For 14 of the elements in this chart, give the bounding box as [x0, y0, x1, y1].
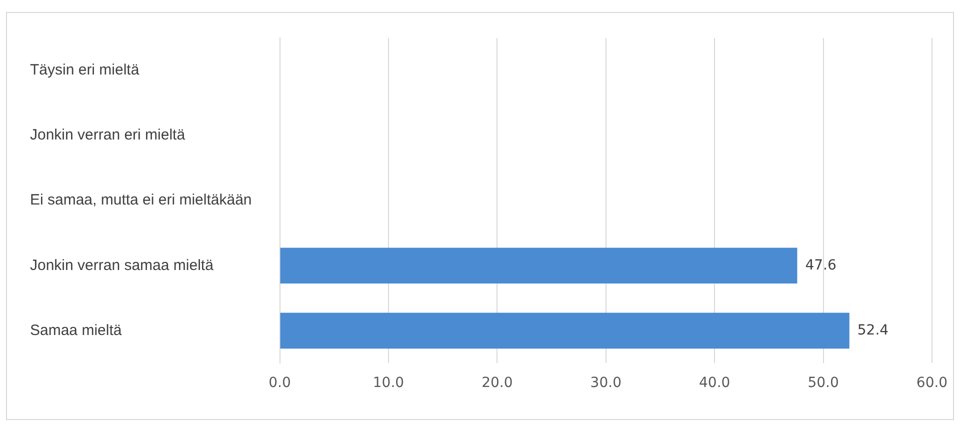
y-tick-label: Jonkin verran eri mieltä — [30, 126, 186, 144]
data-label: 47.6 — [805, 257, 836, 274]
x-tick-label: 20.0 — [482, 375, 513, 392]
y-tick-label: Täysin eri mieltä — [30, 62, 140, 79]
x-tick-label: 60.0 — [916, 375, 948, 392]
x-tick-label: 0.0 — [268, 375, 291, 392]
y-tick-label: Ei samaa, mutta ei eri mieltäkään — [30, 192, 252, 209]
x-tick-label: 50.0 — [808, 375, 839, 392]
y-tick-label: Samaa mieltä — [30, 322, 122, 339]
x-tick-label: 40.0 — [699, 375, 730, 392]
x-tick-label: 10.0 — [372, 375, 404, 392]
y-tick-label: Jonkin verran samaa mieltä — [30, 256, 214, 274]
data-label: 52.4 — [857, 322, 889, 338]
x-tick-label: 30.0 — [590, 375, 622, 392]
